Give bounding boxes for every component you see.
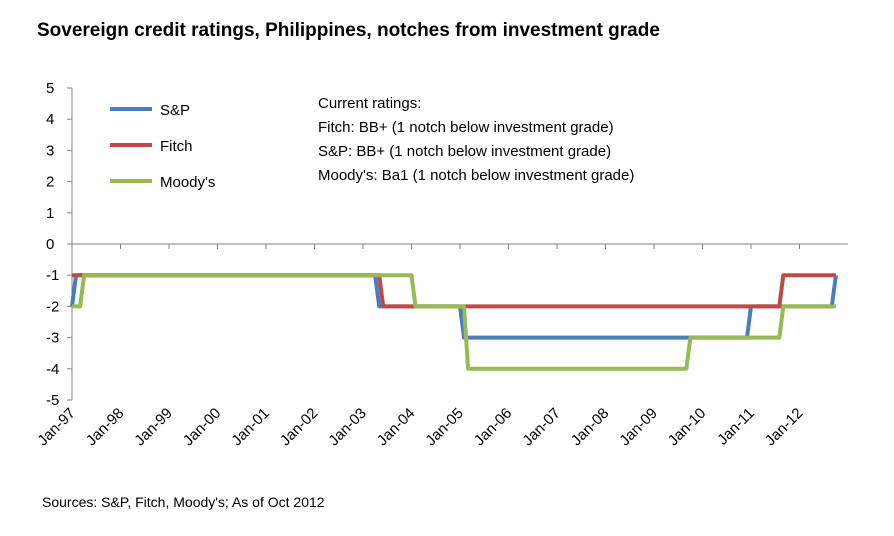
x-tick-label: Jan-12 <box>762 405 806 449</box>
y-tick-label: 0 <box>46 236 54 253</box>
x-tick-label: Jan-07 <box>519 405 563 449</box>
x-tick-label: Jan-98 <box>83 405 127 449</box>
annotation-heading: Current ratings: <box>318 95 422 112</box>
chart-title: Sovereign credit ratings, Philippines, n… <box>37 20 660 41</box>
annotation-line: Fitch: BB+ (1 notch below investment gra… <box>318 119 614 136</box>
annotation-line: S&P: BB+ (1 notch below investment grade… <box>318 143 612 160</box>
y-tick-label: 2 <box>46 174 54 191</box>
x-tick-label: Jan-04 <box>374 405 418 449</box>
series-line-fitch <box>72 273 836 309</box>
y-tick-label: 4 <box>46 111 54 128</box>
y-tick-label: -1 <box>46 267 59 284</box>
y-tick-label: -3 <box>46 330 59 347</box>
x-tick-label: Jan-10 <box>665 405 709 449</box>
source-note: Sources: S&P, Fitch, Moody's; As of Oct … <box>42 494 325 510</box>
y-tick-label: 5 <box>46 80 54 97</box>
x-tick-label: Jan-08 <box>568 405 612 449</box>
annotation-box: Current ratings: Fitch: BB+ (1 notch bel… <box>318 92 634 188</box>
legend-label: Moody's <box>160 174 215 191</box>
legend-label: S&P <box>160 102 190 119</box>
x-tick-label: Jan-97 <box>34 405 78 449</box>
y-tick-label: -5 <box>46 392 59 409</box>
x-tick-label: Jan-02 <box>277 405 321 449</box>
y-tick-label: 1 <box>46 205 54 222</box>
x-tick-label: Jan-11 <box>714 405 758 449</box>
x-tick-label: Jan-05 <box>422 405 466 449</box>
annotation-line: Moody's: Ba1 (1 notch below investment g… <box>318 167 635 184</box>
x-tick-label: Jan-01 <box>228 405 272 449</box>
y-tick-label: 3 <box>46 142 54 159</box>
x-tick-label: Jan-03 <box>325 405 369 449</box>
y-tick-label: -2 <box>46 298 59 315</box>
x-tick-label: Jan-00 <box>180 405 224 449</box>
series-line-moodys <box>72 273 836 371</box>
y-tick-label: -4 <box>46 361 59 378</box>
legend-label: Fitch <box>160 138 193 155</box>
x-tick-label: Jan-06 <box>471 405 515 449</box>
x-tick-label: Jan-99 <box>131 405 175 449</box>
x-tick-label: Jan-09 <box>616 405 660 449</box>
